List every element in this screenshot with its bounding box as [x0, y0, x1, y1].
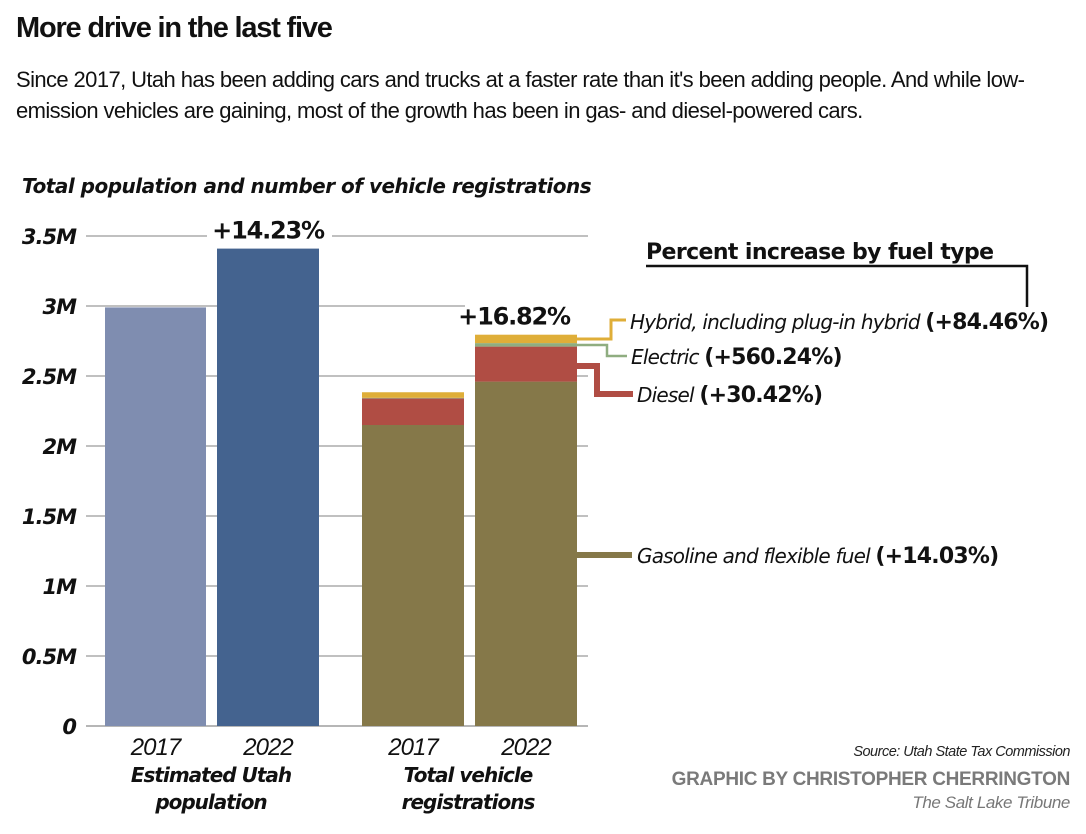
legend-title-underline	[646, 264, 1029, 307]
bar-segment	[362, 397, 464, 399]
y-tick-label: 1.5M	[22, 505, 77, 529]
legend-item-name: Gasoline and flexible fuel	[637, 544, 875, 568]
group-label: Total vehicle	[404, 763, 533, 787]
label-background	[207, 214, 332, 245]
source-note: Source: Utah State Tax Commission	[853, 744, 1070, 760]
legend-connector	[577, 343, 627, 358]
legend-item-name: Hybrid, including plug-in hybrid	[630, 310, 925, 334]
y-tick-label: 0	[62, 715, 76, 739]
y-tick-label: 2.5M	[22, 365, 77, 389]
publication-name: The Salt Lake Tribune	[912, 793, 1070, 812]
label-background	[465, 300, 590, 331]
x-tick-label: 2022	[500, 734, 551, 761]
legend-title: Percent increase by fuel type	[646, 240, 993, 265]
bar-segment	[475, 346, 577, 382]
subtitle: Since 2017, Utah has been adding cars an…	[16, 67, 1025, 123]
bar-segment	[362, 398, 464, 425]
bar-segment	[362, 392, 464, 398]
legend-item-name: Diesel	[637, 383, 699, 407]
x-tick-label: 2017	[130, 734, 183, 761]
graphic-credit: GRAPHIC BY CHRISTOPHER CHERRINGTON	[671, 769, 1071, 790]
legend-item-change: (+14.03%)	[875, 544, 998, 569]
group-label: Estimated Utah	[131, 763, 292, 787]
bars	[105, 248, 577, 726]
y-tick-label: 1M	[42, 575, 77, 599]
legend-item: Gasoline and flexible fuel (+14.03%)	[637, 544, 998, 569]
legend: Percent increase by fuel type Hybrid, inc…	[577, 240, 1049, 569]
legend-item: Hybrid, including plug-in hybrid (+84.46…	[630, 310, 1048, 335]
x-tick-label: 2022	[242, 734, 293, 761]
legend-item: Diesel (+30.42%)	[637, 383, 822, 408]
legend-connector	[577, 318, 626, 341]
percent-change-label: +14.23%	[212, 217, 325, 245]
y-tick-label: 3.5M	[22, 225, 77, 249]
legend-item-change: (+560.24%)	[704, 345, 841, 370]
y-axis: 0 0.5M 1M 1.5M 2M 2.5M 3M 3.5M	[22, 225, 78, 739]
group-label: registrations	[402, 790, 536, 814]
x-axis-labels: 2017 2022 +14.23% Estimated Utah population 2…	[130, 214, 590, 814]
y-tick-label: 3M	[42, 295, 77, 319]
legend-item: Electric (+560.24%)	[631, 345, 842, 370]
y-tick-label: 2M	[42, 435, 77, 459]
x-tick-label: 2017	[387, 734, 440, 761]
bar-segment	[475, 334, 577, 344]
legend-connector	[577, 363, 633, 397]
bar-segment	[475, 381, 577, 726]
bar-segment	[475, 343, 577, 347]
group-label: population	[154, 790, 267, 814]
bar-segment	[362, 425, 464, 726]
legend-item-change: (+84.46%)	[925, 310, 1048, 335]
y-tick-label: 0.5M	[22, 645, 77, 669]
bar-segment	[217, 248, 319, 726]
legend-item-name: Electric	[631, 345, 704, 369]
page-title: More drive in the last five	[16, 12, 333, 44]
legend-item-change: (+30.42%)	[699, 383, 822, 408]
chart-title: Total population and number of vehicle r…	[22, 174, 592, 198]
percent-change-label: +16.82%	[458, 303, 571, 331]
bar-segment	[105, 307, 206, 726]
